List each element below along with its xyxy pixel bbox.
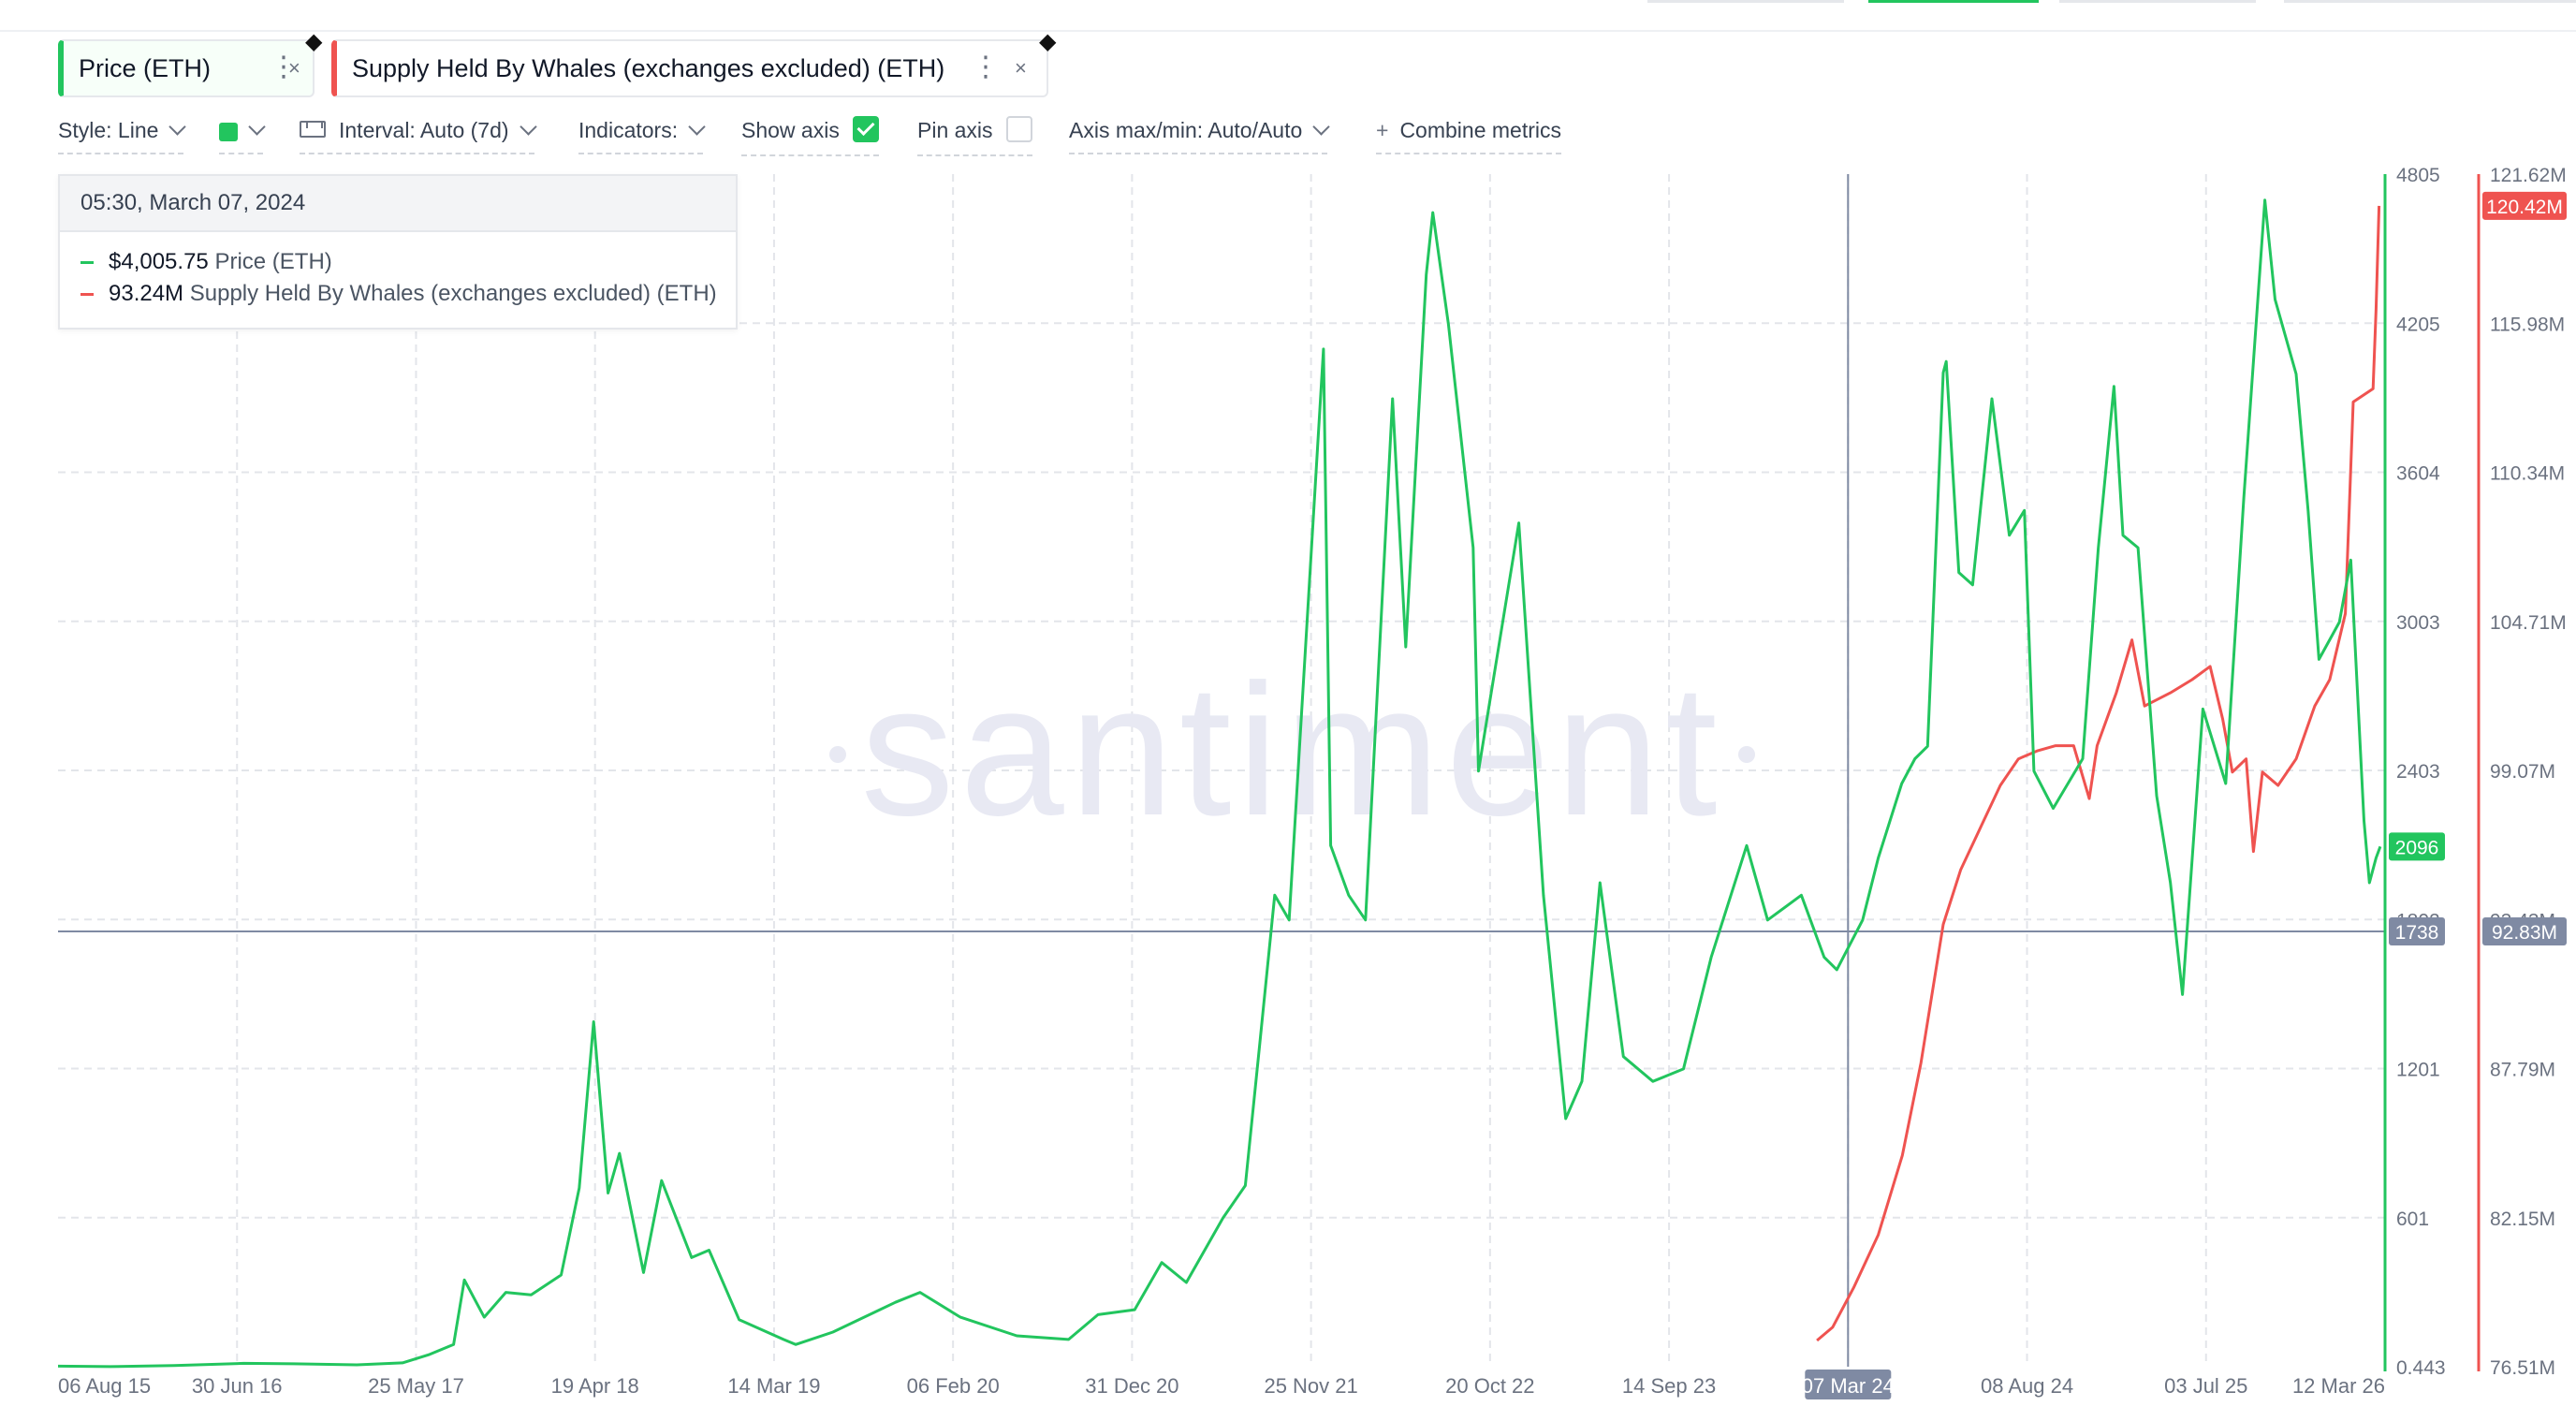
show-axis-label: Show axis [741, 118, 840, 142]
left-y-tick-label: 4205 [2396, 314, 2440, 335]
metric-tab-price[interactable]: Price (ETH) ⋮ × [58, 39, 315, 97]
x-tick-label: 31 Dec 20 [1085, 1374, 1178, 1398]
tooltip-row-whales: 93.24M Supply Held By Whales (exchanges … [80, 281, 717, 307]
x-tick-label: 25 Nov 21 [1264, 1374, 1357, 1398]
left-axis-labels: 48054205360430032403180212016010.443 [2396, 165, 2446, 1379]
show-axis-toggle[interactable]: Show axis [741, 115, 879, 156]
x-tick-label: 12 Mar 26 [2292, 1374, 2385, 1398]
legend-dash-price [80, 261, 94, 265]
style-label: Style: Line [58, 118, 159, 142]
top-tab-3[interactable] [1983, 0, 2039, 3]
price-last-value-badge [2389, 832, 2445, 861]
axis-maxmin-label: Axis max/min: Auto/Auto [1069, 118, 1303, 142]
crosshair-right-badge-text: 92.83M [2492, 922, 2557, 944]
metric-tab-whales-label: Supply Held By Whales (exchanges exclude… [352, 53, 945, 82]
tooltip-price-name: Price (ETH) [214, 249, 332, 274]
tooltip-whales-name: Supply Held By Whales (exchanges exclude… [189, 281, 717, 306]
close-icon[interactable]: × [288, 56, 300, 80]
eth-icon: ◆ [305, 29, 323, 54]
style-select[interactable]: Style: Line [58, 118, 187, 154]
whales-series-line [1816, 205, 2381, 1342]
value-badges: 2096 120.42M 1738 92.83M [2389, 191, 2567, 945]
x-tick-label: 07 Mar 24 [1802, 1374, 1895, 1398]
close-icon[interactable]: × [1015, 56, 1027, 80]
right-y-tick-label: 87.79M [2490, 1060, 2555, 1081]
watermark: santiment [860, 646, 1722, 855]
left-y-tick-label: 4805 [2396, 165, 2440, 186]
crosshair-left-badge-text: 1738 [2395, 922, 2439, 944]
left-y-tick-label: 0.443 [2396, 1357, 2446, 1379]
right-y-tick-label: 76.51M [2490, 1357, 2555, 1379]
price-series-line [57, 198, 2382, 1369]
left-y-tick-label: 2403 [2396, 761, 2440, 783]
axis-maxmin-select[interactable]: Axis max/min: Auto/Auto [1069, 118, 1330, 154]
top-border [0, 0, 2576, 32]
checkbox-checked-icon[interactable] [852, 115, 879, 142]
right-y-tick-label: 82.15M [2490, 1209, 2555, 1230]
x-tick-label: 06 Feb 20 [907, 1374, 1000, 1398]
checkbox-unchecked-icon[interactable] [1005, 115, 1032, 142]
crosshair-date-badge [1805, 1370, 1892, 1399]
whales-last-value-badge [2482, 191, 2567, 220]
x-tick-label: 06 Aug 15 [58, 1374, 151, 1398]
right-y-tick-label: 104.71M [2490, 612, 2567, 634]
indicators-label: Indicators: [578, 118, 679, 142]
x-tick-label: 08 Aug 24 [1981, 1374, 2073, 1398]
pin-axis-label: Pin axis [917, 118, 993, 142]
top-tab-5[interactable] [2284, 0, 2576, 3]
right-y-tick-label: 110.34M [2490, 463, 2565, 485]
x-tick-label: 03 Jul 25 [2164, 1374, 2247, 1398]
indicators-select[interactable]: Indicators: [578, 118, 706, 154]
ruler-icon [300, 120, 326, 138]
right-y-tick-label: 115.98M [2490, 314, 2565, 335]
metric-tab-price-label: Price (ETH) [79, 53, 211, 82]
color-swatch [219, 122, 238, 141]
interval-select[interactable]: Interval: Auto (7d) [300, 118, 537, 154]
metric-menu-icon[interactable]: ⋮ [270, 51, 298, 82]
x-tick-label: 19 Apr 18 [551, 1374, 639, 1398]
tooltip-row-price: $4,005.75 Price (ETH) [80, 249, 332, 275]
crosshair-left-badge [2389, 917, 2445, 945]
interval-label: Interval: Auto (7d) [339, 118, 509, 142]
color-select[interactable] [219, 118, 266, 154]
price-last-value-badge-text: 2096 [2395, 837, 2439, 858]
legend-dash-whales [80, 293, 94, 297]
tooltip-date: 05:30, March 07, 2024 [60, 176, 736, 232]
right-y-tick-label: 121.62M [2490, 165, 2567, 186]
left-y-tick-label: 3003 [2396, 612, 2440, 634]
tooltip-price-value: $4,005.75 [109, 249, 209, 274]
right-y-tick-label: 99.07M [2490, 761, 2555, 783]
x-tick-label: 25 May 17 [368, 1374, 464, 1398]
top-tab-4[interactable] [2059, 0, 2256, 3]
left-y-tick-label: 1201 [2396, 1060, 2440, 1081]
whales-last-value-badge-text: 120.42M [2486, 197, 2563, 218]
tooltip: 05:30, March 07, 2024 $4,005.75 Price (E… [58, 174, 738, 330]
combine-metrics-label: Combine metrics [1399, 118, 1561, 142]
eth-icon: ◆ [1039, 29, 1057, 54]
x-axis-labels: 06 Aug 15 30 Jun 16 25 May 17 19 Apr 18 14 M… [58, 1370, 2385, 1399]
x-tick-label: 14 Mar 19 [727, 1374, 820, 1398]
pin-axis-toggle[interactable]: Pin axis [917, 115, 1032, 156]
watermark-dot [829, 746, 846, 763]
right-axis-labels: 121.62M115.98M110.34M104.71M99.07M93.43M… [2490, 165, 2567, 1379]
left-y-tick-label: 3604 [2396, 463, 2440, 485]
crosshair-right-badge [2482, 917, 2567, 945]
top-tab-1[interactable] [1647, 0, 1844, 3]
x-tick-label: 20 Oct 22 [1445, 1374, 1534, 1398]
x-tick-label: 30 Jun 16 [192, 1374, 283, 1398]
left-y-tick-label: 601 [2396, 1209, 2429, 1230]
tooltip-whales-value: 93.24M [109, 281, 184, 306]
metric-tab-whales[interactable]: Supply Held By Whales (exchanges exclude… [331, 39, 1048, 97]
watermark-dot [1738, 746, 1755, 763]
metric-menu-icon[interactable]: ⋮ [972, 51, 1000, 82]
combine-metrics-button[interactable]: + Combine metrics [1376, 118, 1561, 154]
top-tab-2[interactable] [1868, 0, 2037, 3]
plus-icon: + [1376, 118, 1389, 142]
x-tick-label: 14 Sep 23 [1622, 1374, 1716, 1398]
